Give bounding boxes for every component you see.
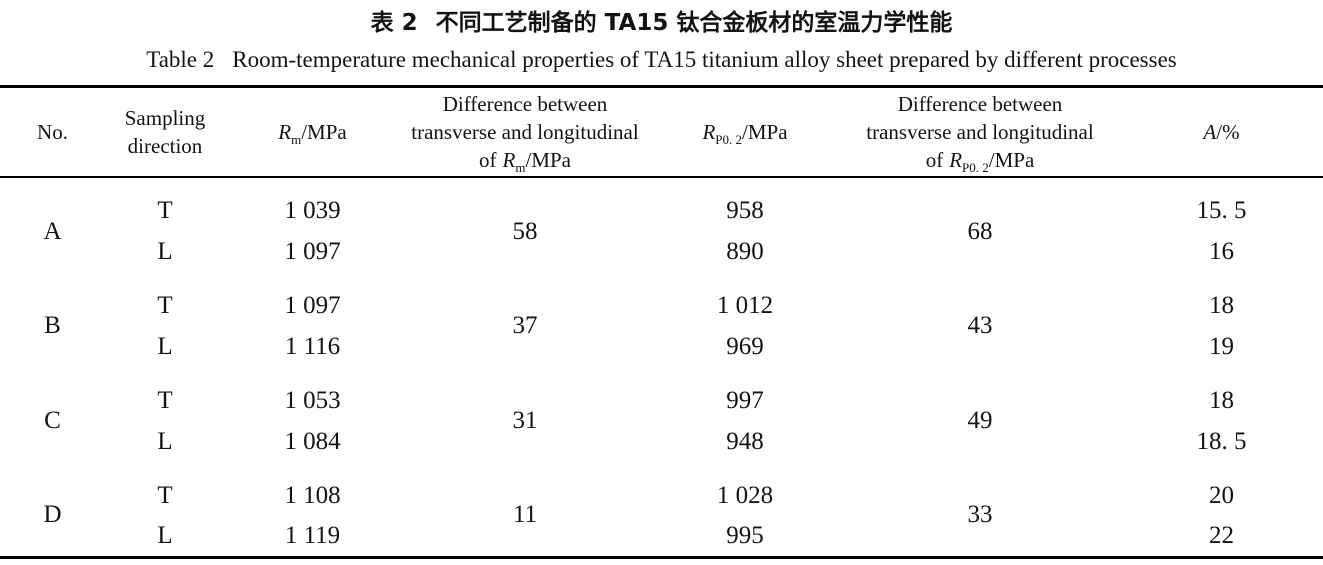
rp02-unit: /MPa — [988, 148, 1035, 172]
col-header-rm-difference: Difference between transverse and longit… — [400, 86, 650, 178]
rp02-value-cell: 948 — [726, 427, 764, 455]
rp02-difference-cell: 49 — [967, 407, 993, 434]
rm-unit: /MPa — [301, 120, 347, 144]
table-row: B T 1 097 37 1 012 43 18 — [0, 272, 1323, 340]
rm-value-cell: 1 108 — [284, 481, 341, 509]
rp02-value-cell: 995 — [726, 521, 764, 549]
rp02-value-cell: 969 — [726, 332, 764, 360]
rm-value-cell: 1 053 — [284, 386, 341, 414]
process-id-cell: D — [43, 501, 62, 529]
elongation-value-cell: 22 — [1209, 521, 1234, 549]
col-header-rp02: RP0. 2/MPa — [650, 86, 840, 178]
sampling-direction-cell: T — [157, 291, 173, 319]
elongation-unit: /% — [1216, 120, 1240, 144]
of-prefix: of — [925, 148, 944, 172]
rp02-subscript: P0. 2 — [962, 160, 989, 175]
col-header-elongation: A/% — [1120, 86, 1323, 178]
table-caption-english: Room-temperature mechanical properties o… — [232, 47, 1177, 72]
rp02-symbol: R — [949, 148, 963, 172]
rm-symbol: R — [502, 148, 516, 172]
rm-symbol: R — [278, 120, 292, 144]
col-header-rm: Rm/MPa — [225, 86, 400, 178]
header-row: No. Sampling direction Rm/MPa Difference… — [0, 86, 1323, 178]
rp02-unit: /MPa — [742, 120, 788, 144]
col-header-rp02-difference: Difference between transverse and longit… — [840, 86, 1120, 178]
process-id-cell: C — [44, 407, 61, 434]
rp02-symbol: R — [702, 120, 716, 144]
process-id-cell: B — [44, 312, 61, 339]
sampling-direction-cell: T — [157, 481, 173, 509]
sampling-direction-cell: L — [157, 427, 173, 455]
rp02-value-cell: 997 — [726, 386, 764, 414]
rp02-value-cell: 1 028 — [716, 481, 774, 509]
rp02-difference-cell: 68 — [967, 217, 993, 245]
rm-difference-cell: 11 — [512, 501, 538, 529]
table-caption-chinese: 不同工艺制备的 TA15 钛合金板材的室温力学性能 — [435, 10, 953, 36]
table-title-english: Table 2 Room-temperature mechanical prope… — [0, 45, 1323, 75]
elongation-value-cell: 18 — [1209, 386, 1234, 414]
rm-diff-header-line2: transverse and longitudinal — [411, 120, 639, 144]
table-number-english: Table 2 — [146, 47, 215, 72]
process-id-cell: A — [43, 217, 62, 245]
rm-difference-cell: 37 — [512, 312, 538, 339]
elongation-value-cell: 20 — [1209, 481, 1234, 509]
sampling-header-line1: Sampling — [124, 106, 206, 130]
rm-difference-cell: 58 — [512, 217, 538, 245]
rm-value-cell: 1 039 — [284, 197, 341, 224]
rp02-diff-header-line1: Difference between — [897, 92, 1063, 116]
sampling-direction-cell: L — [157, 521, 173, 549]
rm-value-cell: 1 084 — [284, 427, 341, 455]
rm-difference-cell: 31 — [512, 407, 538, 434]
table-row: L 1 084 948 18. 5 — [0, 421, 1323, 462]
rm-subscript: m — [291, 132, 302, 147]
table-row: D T 1 108 11 1 028 33 20 — [0, 462, 1323, 529]
rp02-difference-cell: 33 — [967, 501, 993, 529]
elongation-value-cell: 15. 5 — [1196, 197, 1247, 224]
table-number-chinese: 表 2 — [370, 10, 418, 36]
sampling-direction-cell: T — [157, 197, 173, 224]
table-row: L 1 097 890 16 — [0, 231, 1323, 272]
rp02-value-cell: 890 — [726, 237, 764, 265]
table-row: A T 1 039 58 958 68 15. 5 — [0, 177, 1323, 245]
rm-value-cell: 1 116 — [284, 332, 341, 360]
rm-value-cell: 1 097 — [284, 237, 341, 265]
rp02-subscript: P0. 2 — [715, 132, 743, 147]
table-row: C T 1 053 31 997 49 18 — [0, 367, 1323, 435]
elongation-value-cell: 18 — [1209, 291, 1234, 319]
sampling-direction-cell: L — [157, 237, 173, 265]
rm-unit: /MPa — [525, 148, 571, 172]
rp02-value-cell: 958 — [726, 197, 764, 224]
sampling-direction-cell: T — [157, 386, 173, 414]
table-title-chinese: 表 2 不同工艺制备的 TA15 钛合金板材的室温力学性能 — [0, 8, 1323, 38]
table-row: L 1 119 995 22 — [0, 516, 1323, 557]
col-header-sampling-direction: Sampling direction — [105, 86, 225, 178]
of-prefix: of — [479, 148, 497, 172]
rm-subscript: m — [515, 160, 526, 175]
rm-value-cell: 1 097 — [284, 291, 341, 319]
rm-value-cell: 1 119 — [284, 521, 341, 549]
elongation-value-cell: 18. 5 — [1196, 427, 1247, 455]
col-header-no: No. — [0, 86, 105, 178]
rp02-diff-header-line2: transverse and longitudinal — [866, 120, 1094, 144]
sampling-header-line2: direction — [127, 134, 203, 158]
mechanical-properties-table: No. Sampling direction Rm/MPa Difference… — [0, 85, 1323, 559]
rp02-difference-cell: 43 — [967, 312, 993, 339]
rm-diff-header-line3: of Rm/MPa — [400, 146, 650, 174]
elongation-value-cell: 19 — [1209, 332, 1234, 360]
sampling-direction-cell: L — [157, 332, 173, 360]
elongation-value-cell: 16 — [1209, 237, 1234, 265]
elongation-symbol: A — [1203, 120, 1217, 144]
table-row: L 1 116 969 19 — [0, 326, 1323, 367]
rp02-value-cell: 1 012 — [716, 291, 774, 319]
rp02-diff-header-line3: of RP0. 2/MPa — [840, 146, 1120, 174]
rm-diff-header-line1: Difference between — [442, 92, 608, 116]
